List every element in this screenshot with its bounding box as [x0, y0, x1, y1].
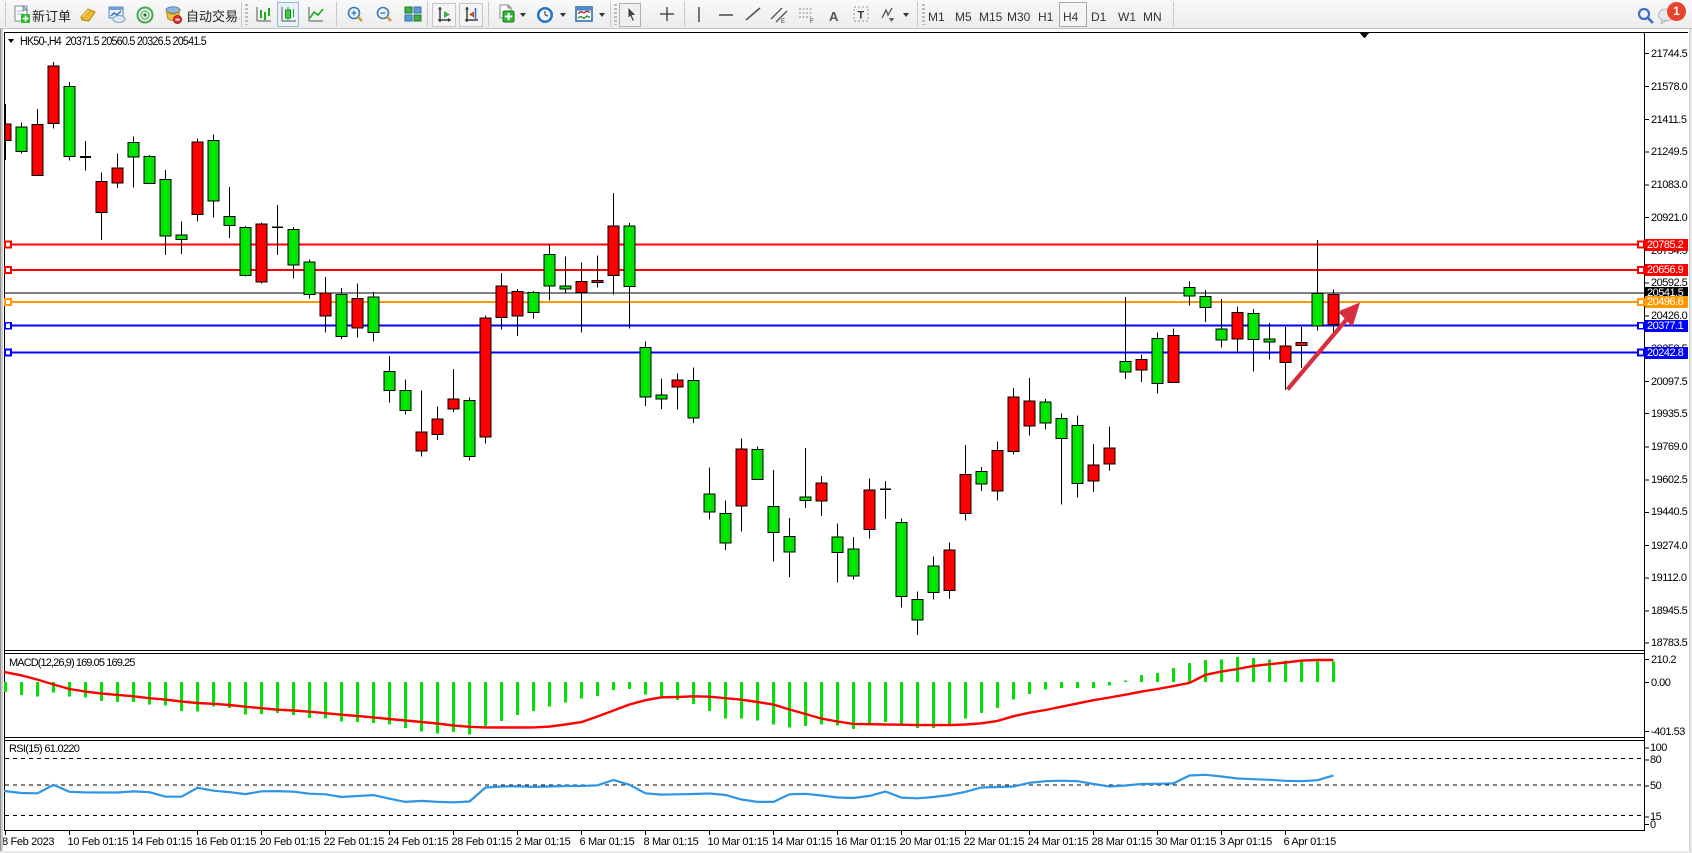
svg-text:F: F	[810, 19, 814, 25]
svg-text:E: E	[781, 19, 785, 25]
svg-text:T: T	[858, 10, 865, 22]
